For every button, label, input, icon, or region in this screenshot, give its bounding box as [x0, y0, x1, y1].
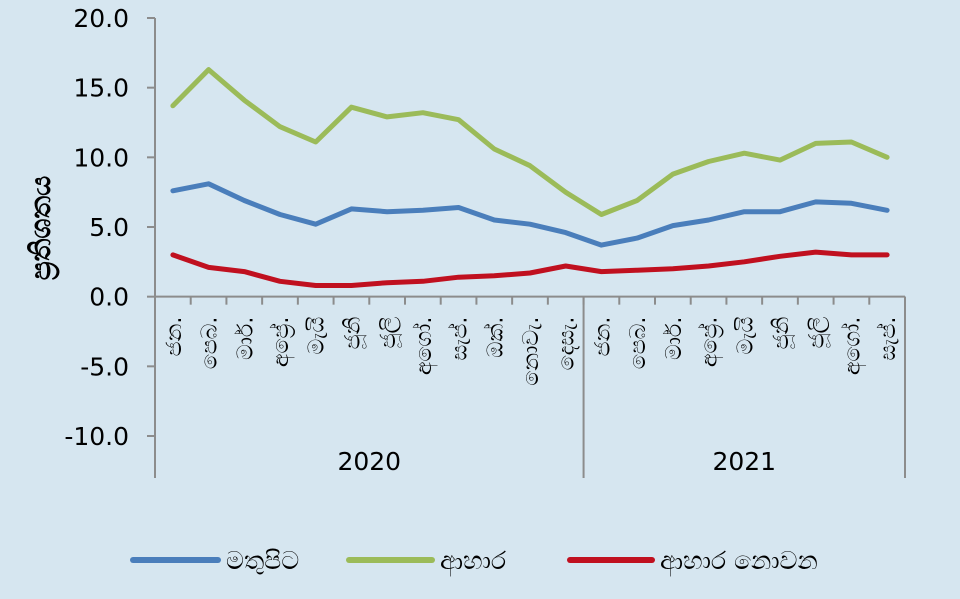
y-tick-label: 20.0 — [73, 4, 129, 33]
legend-label-1: මතුපිට — [226, 546, 299, 575]
x-tick-label: අප්‍රේ. — [697, 317, 723, 367]
x-tick-label: මැයි — [733, 317, 758, 355]
x-tick-label: සැප්. — [876, 317, 901, 361]
year-label: 2020 — [337, 447, 401, 476]
y-tick-label: 0.0 — [89, 283, 129, 312]
y-tick-label: -10.0 — [64, 422, 129, 451]
x-tick-label: මාර්. — [233, 317, 258, 360]
y-tick-label: 15.0 — [73, 74, 129, 103]
x-tick-label: මාර්. — [662, 317, 687, 360]
legend-label-3: ආහාර නොවන — [660, 546, 818, 577]
x-tick-label: අගෝ. — [412, 317, 438, 376]
y-tick-label: -5.0 — [80, 352, 129, 381]
x-tick-label: මැයි — [305, 317, 330, 355]
y-axis-title: ප්‍රතිශතය — [24, 176, 60, 281]
x-tick-label: ජන. — [590, 317, 615, 357]
x-tick-label: පෙබ. — [626, 317, 651, 370]
y-tick-label: 10.0 — [73, 143, 129, 172]
x-tick-label: ජන. — [162, 317, 187, 357]
x-tick-label: සැප්. — [447, 317, 472, 361]
x-tick-label: නොවැ. — [519, 317, 544, 386]
x-tick-label: ජූනි — [340, 317, 366, 350]
x-tick-label: ජූලි — [376, 316, 402, 348]
y-tick-label: 5.0 — [89, 213, 129, 242]
x-tick-label: ජූලි — [805, 316, 831, 348]
series-line-3 — [170, 249, 890, 288]
x-tick-label: ජූනි — [769, 317, 795, 350]
x-tick-label: අප්‍රේ. — [269, 317, 295, 367]
x-tick-label: ඔක්. — [483, 317, 508, 358]
year-label: 2021 — [712, 447, 776, 476]
x-tick-label: අගෝ. — [840, 317, 866, 376]
legend-label-2: ආහාර — [440, 546, 506, 577]
x-tick-label: පෙබ. — [198, 317, 223, 370]
series-line-2 — [170, 67, 890, 217]
x-tick-label: දෙසැ. — [555, 317, 580, 371]
series-line-1 — [170, 181, 890, 248]
